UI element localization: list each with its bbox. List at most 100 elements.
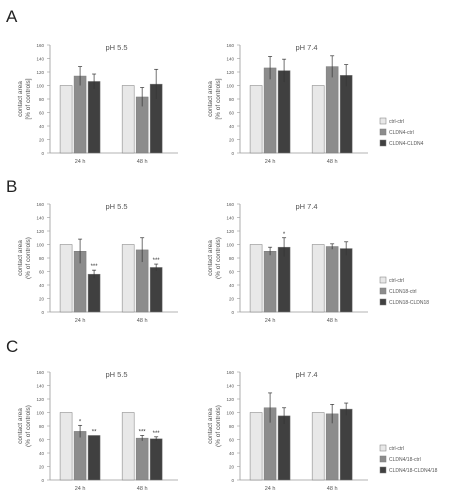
- bar: [339, 408, 353, 481]
- y-tick-label: 80: [39, 424, 45, 429]
- bar: [59, 244, 73, 313]
- legend-swatch: [379, 287, 387, 295]
- bar: [339, 248, 353, 313]
- chart-c-ph74: 0 20 40 60 80 100 120 140 160 contact area (% of c…: [207, 370, 438, 492]
- chart-title: pH 7.4: [296, 370, 318, 379]
- bar: [277, 415, 291, 481]
- bar: [311, 244, 325, 313]
- y-tick-label: 140: [36, 216, 44, 221]
- chart-b-ph55: 0 20 40 60 80 100 120 140 160 contact area (% of c…: [17, 202, 178, 324]
- bar: [121, 412, 135, 481]
- legend-label: ctrl-ctrl: [389, 446, 404, 452]
- bar: [325, 413, 339, 481]
- y-tick-label: 80: [39, 97, 45, 102]
- chart-title: pH 7.4: [296, 43, 318, 52]
- bar: [325, 66, 339, 154]
- legend-swatch: [379, 444, 387, 452]
- y-tick-label: 160: [36, 370, 44, 375]
- y-tick-label: 60: [229, 111, 235, 116]
- bar: [311, 85, 325, 154]
- legend-swatch: [379, 298, 387, 306]
- y-tick-label: 0: [41, 310, 44, 315]
- y-tick-label: 40: [39, 283, 45, 288]
- y-axis-title: contact area: [17, 408, 24, 444]
- y-axis-title: contact area: [207, 408, 214, 444]
- bar: [59, 85, 73, 154]
- legend-label: CLDN4-CLDN4: [389, 141, 424, 147]
- y-axis-title: (% of controls): [215, 405, 222, 447]
- legend-label: CLDN18-CLDN18: [389, 300, 429, 306]
- bar: [149, 267, 163, 313]
- significance-label: ***: [91, 264, 99, 270]
- y-tick-label: 40: [229, 124, 235, 129]
- y-tick-label: 80: [229, 256, 235, 261]
- bar: [339, 75, 353, 154]
- y-tick-label: 0: [231, 151, 234, 156]
- y-axis-title: contact area: [17, 81, 24, 117]
- y-tick-label: 20: [39, 465, 45, 470]
- y-tick-label: 120: [226, 229, 234, 234]
- chart-c-ph55: 0 20 40 60 80 100 120 140 160 contact area (% of c…: [17, 370, 178, 492]
- y-axis-title: contact area: [207, 81, 214, 117]
- y-axis-title: contact area: [207, 240, 214, 276]
- y-tick-label: 140: [226, 57, 234, 62]
- x-tick-label: 24 h: [265, 318, 276, 324]
- x-tick-label: 48 h: [137, 486, 148, 492]
- panel-label-a: A: [6, 7, 18, 26]
- y-tick-label: 80: [39, 256, 45, 261]
- y-tick-label: 80: [229, 424, 235, 429]
- bar: [277, 70, 291, 154]
- bar: [249, 85, 263, 154]
- chart-title: pH 5.5: [106, 202, 128, 211]
- y-tick-label: 100: [226, 411, 234, 416]
- y-tick-label: 120: [36, 229, 44, 234]
- bar: [311, 412, 325, 481]
- y-tick-label: 60: [39, 438, 45, 443]
- chart-a-ph55: 0 20 40 60 80 100 120 140 160 contact area [% of c…: [17, 43, 178, 165]
- x-tick-label: 48 h: [327, 159, 338, 165]
- y-tick-label: 160: [226, 202, 234, 207]
- y-tick-label: 120: [226, 397, 234, 402]
- legend-label: CLDN18-ctrl: [389, 289, 417, 295]
- y-tick-label: 60: [229, 438, 235, 443]
- x-tick-label: 48 h: [327, 486, 338, 492]
- legend-swatch: [379, 117, 387, 125]
- x-tick-label: 24 h: [265, 486, 276, 492]
- legend-label: ctrl-ctrl: [389, 119, 404, 125]
- bar: [121, 244, 135, 313]
- x-tick-label: 24 h: [75, 318, 86, 324]
- y-axis-title: (% of controls): [25, 405, 32, 447]
- panel-label-b: B: [6, 177, 17, 196]
- y-tick-label: 0: [41, 151, 44, 156]
- bar: [87, 81, 101, 154]
- legend-swatch: [379, 128, 387, 136]
- chart-b-ph74: 0 20 40 60 80 100 120 140 160 contact area (% of c…: [207, 202, 429, 324]
- bar: [121, 85, 135, 154]
- y-tick-label: 0: [231, 310, 234, 315]
- y-tick-label: 0: [231, 478, 234, 483]
- y-tick-label: 160: [226, 43, 234, 48]
- y-axis-title: [% of controls]: [215, 78, 222, 119]
- legend-label: CLDN4/18-CLDN4/18: [389, 468, 438, 474]
- panel-label-c: C: [6, 337, 18, 356]
- y-tick-label: 40: [229, 451, 235, 456]
- x-tick-label: 48 h: [137, 159, 148, 165]
- bar: [263, 67, 277, 154]
- chart-title: pH 5.5: [106, 43, 128, 52]
- bar: [73, 431, 87, 481]
- y-axis-title: (% of controls): [25, 237, 32, 279]
- y-axis-title: contact area: [17, 240, 24, 276]
- x-tick-label: 24 h: [75, 486, 86, 492]
- significance-label: *: [283, 232, 286, 238]
- y-tick-label: 40: [229, 283, 235, 288]
- y-tick-label: 160: [36, 202, 44, 207]
- y-tick-label: 140: [36, 384, 44, 389]
- y-tick-label: 0: [41, 478, 44, 483]
- bar: [263, 251, 277, 313]
- y-tick-label: 20: [39, 297, 45, 302]
- y-tick-label: 100: [36, 243, 44, 248]
- y-tick-label: 100: [226, 84, 234, 89]
- y-tick-label: 160: [36, 43, 44, 48]
